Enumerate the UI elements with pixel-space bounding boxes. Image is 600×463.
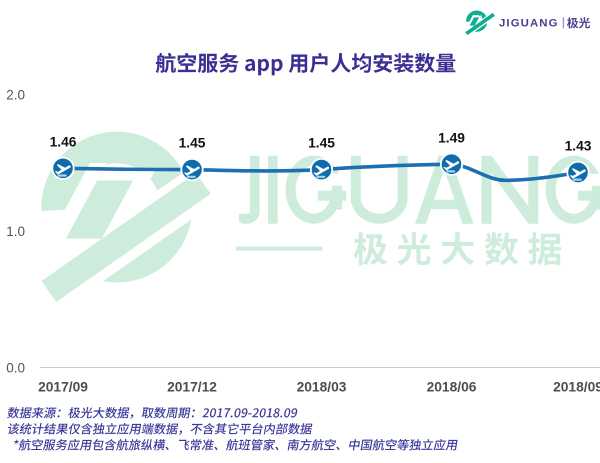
svg-text:1.49: 1.49 (438, 130, 465, 145)
svg-text:1.43: 1.43 (565, 139, 592, 154)
svg-text:0.0: 0.0 (6, 361, 25, 376)
svg-text:2018/03: 2018/03 (297, 380, 347, 395)
svg-text:2017/12: 2017/12 (167, 380, 217, 395)
svg-text:1.45: 1.45 (179, 136, 206, 151)
svg-text:1.46: 1.46 (50, 134, 77, 149)
svg-text:1.45: 1.45 (308, 136, 335, 151)
svg-text:2017/09: 2017/09 (38, 380, 88, 395)
svg-text:2018/06: 2018/06 (427, 380, 477, 395)
svg-text:2.0: 2.0 (6, 88, 25, 103)
svg-text:2018/09: 2018/09 (553, 380, 600, 395)
svg-text:1.0: 1.0 (6, 224, 25, 239)
svg-text:JIGUANG: JIGUANG (499, 17, 559, 29)
